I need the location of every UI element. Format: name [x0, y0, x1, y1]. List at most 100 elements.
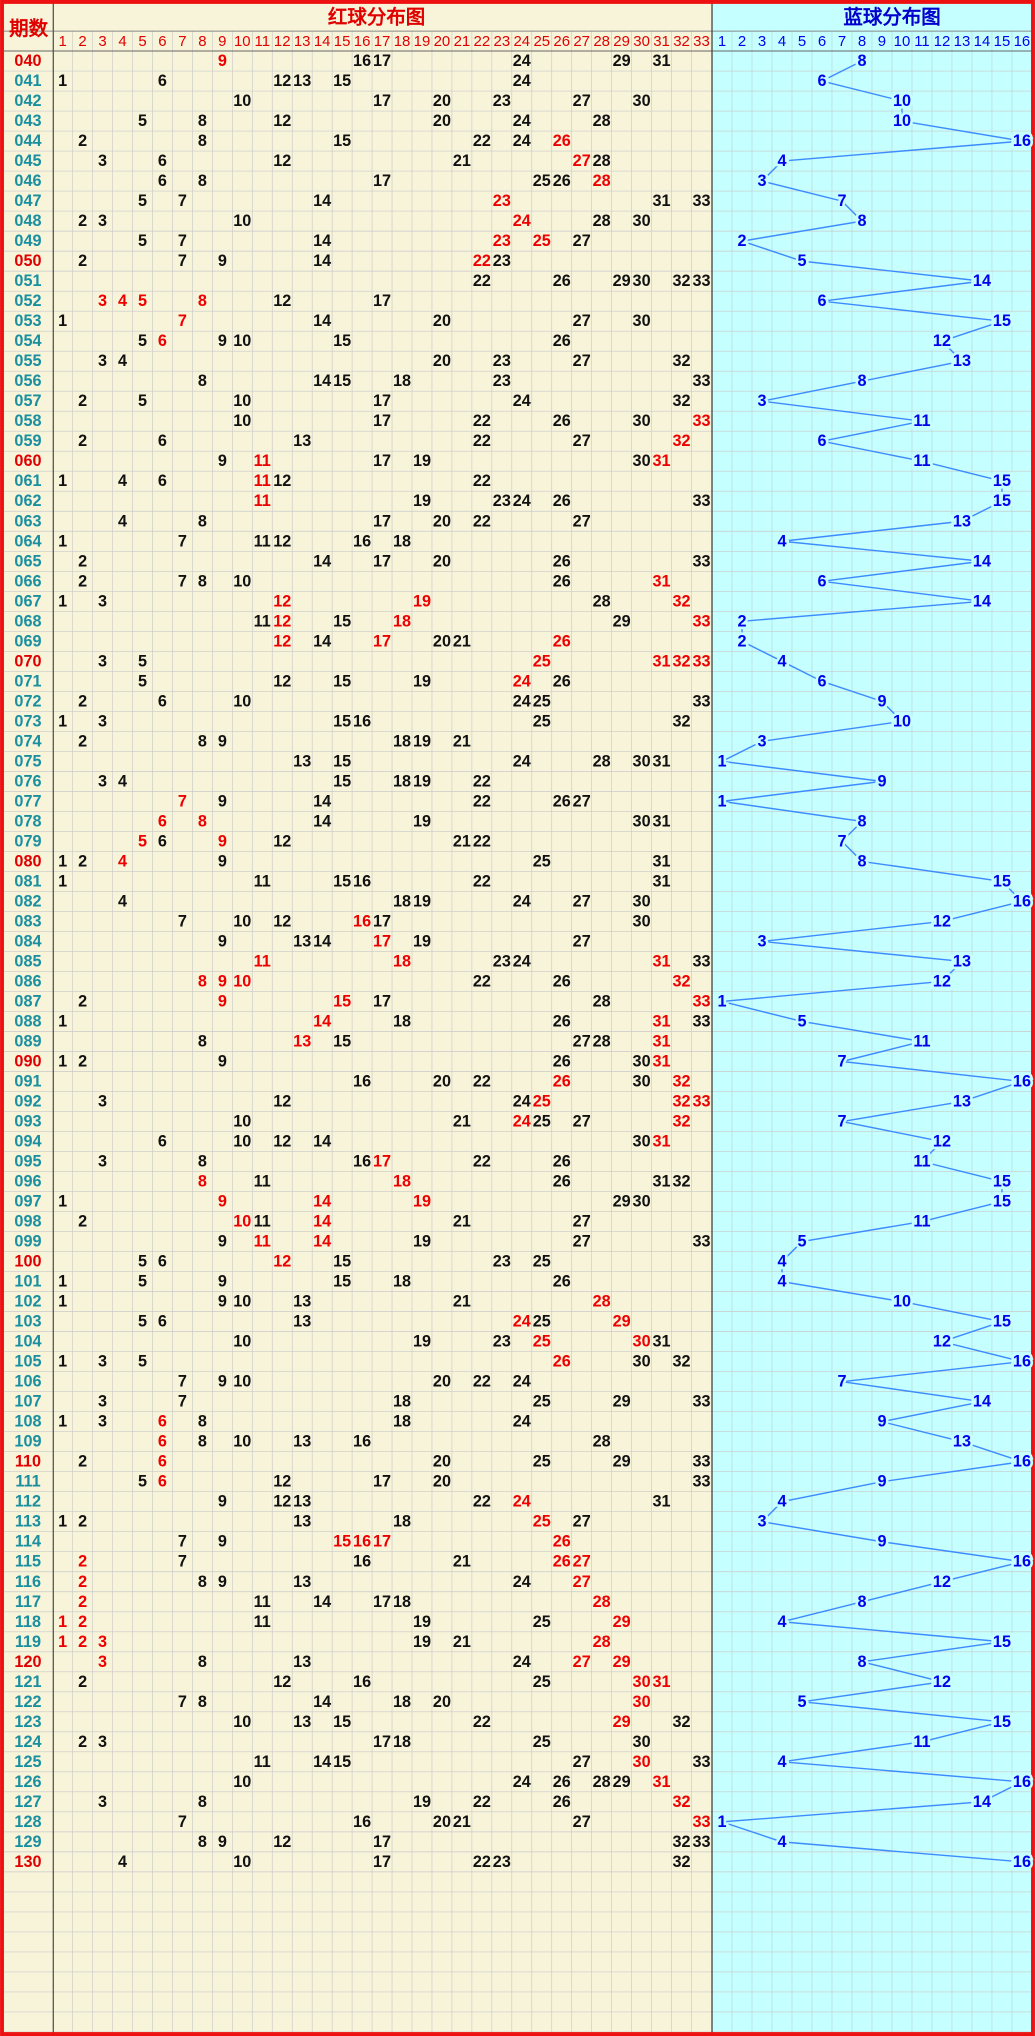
red-ball-number: 11 [254, 452, 271, 470]
red-column-label: 7 [178, 33, 186, 50]
red-ball-number: 31 [653, 1053, 671, 1071]
red-ball-number: 19 [413, 892, 431, 910]
red-ball-number: 6 [158, 1413, 167, 1431]
red-ball-number: 14 [313, 1233, 331, 1251]
red-ball-number: 30 [633, 1753, 651, 1771]
blue-trend-line [719, 60, 1025, 1863]
red-ball-number: 7 [178, 792, 187, 810]
red-ball-number: 32 [672, 432, 690, 450]
blue-ball-number: 15 [993, 1633, 1011, 1651]
red-ball-number: 33 [692, 1813, 710, 1831]
red-ball-number: 17 [373, 1593, 391, 1611]
red-ball-number: 2 [78, 1633, 87, 1651]
red-ball-number: 6 [158, 832, 167, 850]
red-ball-number: 16 [353, 712, 371, 730]
red-ball-number: 33 [692, 1233, 710, 1251]
red-ball-number: 32 [672, 1173, 690, 1191]
blue-column-label: 3 [758, 33, 766, 50]
red-ball-number: 2 [78, 1553, 87, 1571]
blue-ball-number: 6 [817, 72, 826, 90]
blue-ball-number: 4 [777, 1253, 786, 1271]
red-title: 红球分布图 [328, 5, 425, 28]
blue-column-label: 13 [954, 33, 971, 50]
red-ball-number: 4 [118, 512, 127, 530]
period-label: 057 [14, 392, 41, 410]
blue-ball-number: 15 [993, 472, 1011, 490]
red-ball-number: 15 [333, 872, 351, 890]
red-ball-number: 7 [178, 1693, 187, 1711]
period-label: 063 [14, 512, 41, 530]
blue-column-label: 11 [914, 33, 930, 50]
period-label: 127 [14, 1793, 41, 1811]
red-ball-number: 15 [333, 1713, 351, 1731]
red-ball-number: 30 [633, 212, 651, 230]
red-ball-number: 31 [653, 1032, 671, 1050]
red-ball-number: 19 [413, 1633, 431, 1651]
blue-ball-number: 16 [1013, 1553, 1031, 1571]
red-ball-number: 24 [513, 1313, 531, 1331]
blue-ball-number: 8 [857, 1653, 866, 1671]
red-column-label: 10 [234, 33, 251, 50]
red-ball-number: 5 [138, 1253, 147, 1271]
red-ball-number: 2 [78, 692, 87, 710]
red-ball-number: 9 [218, 332, 227, 350]
red-ball-number: 9 [218, 852, 227, 870]
red-ball-number: 31 [653, 52, 671, 70]
red-ball-number: 16 [353, 52, 371, 70]
red-column-label: 29 [613, 33, 630, 50]
red-ball-number: 26 [553, 1793, 571, 1811]
period-label: 093 [14, 1113, 41, 1131]
period-label: 111 [15, 1473, 40, 1491]
blue-ball-number: 9 [877, 772, 886, 790]
red-ball-number: 14 [313, 1593, 331, 1611]
blue-ball-number: 12 [933, 972, 951, 990]
blue-ball-number: 15 [993, 1173, 1011, 1191]
red-ball-number: 27 [573, 1032, 591, 1050]
red-ball-number: 9 [218, 452, 227, 470]
blue-ball-number: 13 [953, 952, 971, 970]
red-ball-number: 9 [218, 52, 227, 70]
red-ball-number: 5 [138, 1313, 147, 1331]
red-ball-number: 16 [353, 1073, 371, 1091]
blue-ball-number: 15 [993, 1193, 1011, 1211]
red-ball-number: 26 [553, 412, 571, 430]
red-ball-number: 11 [254, 472, 271, 490]
red-ball-number: 17 [373, 1833, 391, 1851]
red-ball-number: 27 [573, 152, 591, 170]
blue-ball-number: 4 [777, 1273, 786, 1291]
red-column-label: 3 [98, 33, 106, 50]
blue-ball-number: 12 [933, 1673, 951, 1691]
red-ball-number: 29 [613, 612, 631, 630]
period-label: 116 [15, 1573, 41, 1591]
red-ball-number: 33 [692, 1753, 710, 1771]
blue-ball-number: 16 [1013, 132, 1031, 150]
red-ball-number: 33 [692, 992, 710, 1010]
red-ball-number: 23 [493, 1333, 511, 1351]
red-ball-number: 21 [453, 1633, 471, 1651]
red-ball-number: 8 [198, 1833, 207, 1851]
red-ball-number: 10 [233, 212, 251, 230]
red-ball-number: 2 [78, 1593, 87, 1611]
red-ball-number: 12 [273, 532, 291, 550]
period-label: 130 [14, 1853, 41, 1871]
period-label: 069 [14, 632, 41, 650]
red-ball-number: 13 [293, 1713, 311, 1731]
red-ball-number: 30 [633, 1733, 651, 1751]
red-ball-number: 28 [593, 992, 611, 1010]
red-ball-number: 14 [313, 1753, 331, 1771]
red-ball-number: 22 [473, 1713, 491, 1731]
red-ball-number: 1 [58, 1053, 67, 1071]
red-ball-number: 9 [218, 1533, 227, 1551]
red-ball-number: 26 [553, 1053, 571, 1071]
period-label: 076 [14, 772, 41, 790]
red-ball-number: 19 [413, 732, 431, 750]
red-ball-number: 27 [573, 1553, 591, 1571]
red-ball-number: 31 [653, 1773, 671, 1791]
period-label: 075 [14, 752, 41, 770]
red-column-label: 12 [274, 33, 291, 50]
red-ball-number: 3 [98, 152, 107, 170]
red-ball-number: 6 [158, 1473, 167, 1491]
red-ball-number: 22 [473, 972, 491, 990]
red-column-label: 26 [553, 33, 570, 50]
blue-ball-number: 5 [797, 1233, 806, 1251]
